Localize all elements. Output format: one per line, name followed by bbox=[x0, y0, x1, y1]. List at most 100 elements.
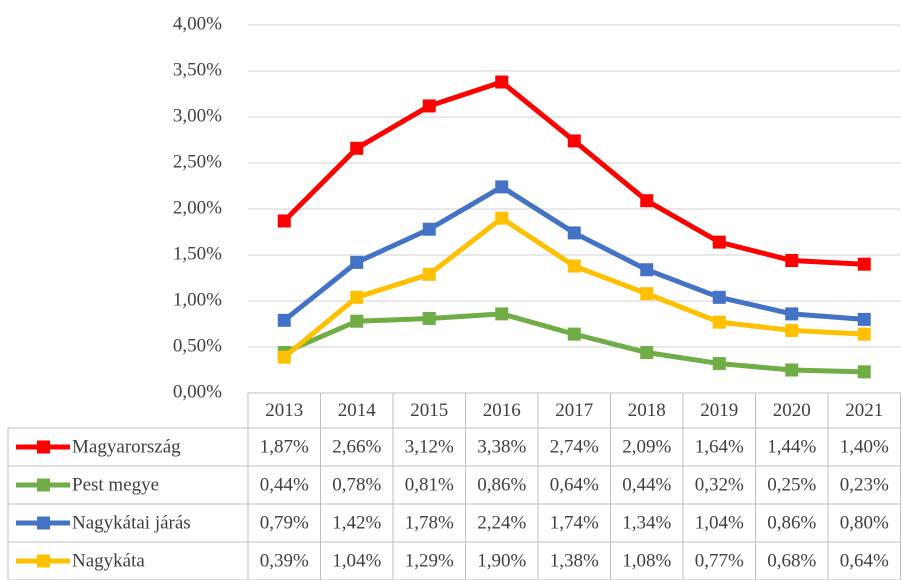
marker bbox=[712, 357, 726, 371]
marker bbox=[495, 211, 509, 225]
y-tick-label: 3,00% bbox=[173, 105, 222, 126]
data-label: 2,66% bbox=[332, 436, 381, 457]
data-label: 0,25% bbox=[767, 474, 816, 495]
marker bbox=[785, 323, 799, 337]
x-tick-label: 2016 bbox=[483, 400, 521, 421]
y-tick-label: 3,50% bbox=[173, 59, 222, 80]
data-label: 1,29% bbox=[405, 550, 454, 571]
legend-marker bbox=[37, 440, 50, 454]
y-tick-label: 0,00% bbox=[173, 381, 222, 402]
legend-marker bbox=[37, 516, 50, 530]
data-label: 1,34% bbox=[622, 512, 671, 533]
marker bbox=[785, 307, 799, 321]
marker bbox=[422, 311, 436, 325]
series-line bbox=[283, 311, 865, 375]
legend-marker bbox=[37, 478, 50, 492]
x-tick-label: 2018 bbox=[628, 400, 666, 421]
data-label: 0,77% bbox=[695, 550, 744, 571]
data-label: 2,09% bbox=[622, 436, 671, 457]
data-label: 1,64% bbox=[695, 436, 744, 457]
y-tick-label: 4,00% bbox=[173, 13, 222, 34]
marker bbox=[567, 327, 581, 341]
data-label: 1,08% bbox=[622, 550, 671, 571]
data-label: 1,40% bbox=[840, 436, 889, 457]
data-label: 0,44% bbox=[622, 474, 671, 495]
x-tick-label: 2013 bbox=[265, 400, 303, 421]
marker bbox=[640, 346, 654, 360]
data-label: 1,78% bbox=[405, 512, 454, 533]
data-label: 0,78% bbox=[332, 474, 381, 495]
marker bbox=[567, 134, 581, 148]
marker bbox=[495, 307, 509, 321]
x-tick-label: 2020 bbox=[773, 400, 811, 421]
marker bbox=[640, 287, 654, 301]
data-label: 0,64% bbox=[550, 474, 599, 495]
marker bbox=[640, 263, 654, 277]
marker bbox=[350, 290, 364, 304]
marker bbox=[422, 222, 436, 236]
legend-label: Magyarország bbox=[72, 436, 181, 457]
marker bbox=[495, 75, 509, 89]
marker bbox=[495, 180, 509, 194]
marker bbox=[277, 350, 291, 364]
marker bbox=[785, 254, 799, 268]
data-label: 0,68% bbox=[767, 550, 816, 571]
data-label: 0,80% bbox=[840, 512, 889, 533]
data-label: 2,74% bbox=[550, 436, 599, 457]
x-tick-label: 2021 bbox=[845, 400, 883, 421]
x-tick-label: 2015 bbox=[410, 400, 448, 421]
data-label: 0,23% bbox=[840, 474, 889, 495]
x-tick-label: 2019 bbox=[700, 400, 738, 421]
legend-marker bbox=[37, 554, 50, 568]
data-label: 1,04% bbox=[332, 550, 381, 571]
y-tick-label: 1,50% bbox=[173, 243, 222, 264]
data-label: 1,42% bbox=[332, 512, 381, 533]
marker bbox=[712, 235, 726, 249]
marker bbox=[422, 267, 436, 281]
data-label: 0,81% bbox=[405, 474, 454, 495]
data-label: 1,38% bbox=[550, 550, 599, 571]
y-tick-label: 2,50% bbox=[173, 151, 222, 172]
y-tick-label: 0,50% bbox=[173, 335, 222, 356]
data-label: 1,04% bbox=[695, 512, 744, 533]
marker bbox=[712, 290, 726, 304]
x-tick-label: 2017 bbox=[555, 400, 593, 421]
data-label: 1,90% bbox=[477, 550, 526, 571]
data-label: 0,64% bbox=[840, 550, 889, 571]
legend-label: Pest megye bbox=[72, 474, 159, 495]
marker bbox=[277, 313, 291, 327]
y-tick-label: 2,00% bbox=[173, 197, 222, 218]
marker bbox=[350, 314, 364, 328]
data-label: 2,24% bbox=[477, 512, 526, 533]
legend-label: Nagykátai járás bbox=[72, 512, 191, 533]
marker bbox=[785, 363, 799, 377]
marker bbox=[350, 141, 364, 155]
marker bbox=[857, 312, 871, 326]
data-label: 1,87% bbox=[260, 436, 309, 457]
marker bbox=[712, 315, 726, 329]
marker bbox=[277, 214, 291, 228]
data-label: 0,44% bbox=[260, 474, 309, 495]
marker bbox=[350, 255, 364, 269]
data-label: 3,12% bbox=[405, 436, 454, 457]
marker bbox=[567, 259, 581, 273]
legend-label: Nagykáta bbox=[72, 550, 145, 571]
data-label: 0,79% bbox=[260, 512, 309, 533]
data-label: 0,32% bbox=[695, 474, 744, 495]
marker bbox=[857, 257, 871, 271]
marker bbox=[857, 327, 871, 341]
data-label: 0,86% bbox=[767, 512, 816, 533]
data-label: 3,38% bbox=[477, 436, 526, 457]
data-label: 0,86% bbox=[477, 474, 526, 495]
marker bbox=[422, 99, 436, 113]
marker bbox=[567, 226, 581, 240]
y-tick-label: 1,00% bbox=[173, 289, 222, 310]
data-label: 1,74% bbox=[550, 512, 599, 533]
marker bbox=[857, 365, 871, 379]
series-line bbox=[282, 184, 865, 323]
data-label: 1,44% bbox=[767, 436, 816, 457]
marker bbox=[640, 194, 654, 208]
data-label: 0,39% bbox=[260, 550, 309, 571]
x-tick-label: 2014 bbox=[338, 400, 377, 421]
